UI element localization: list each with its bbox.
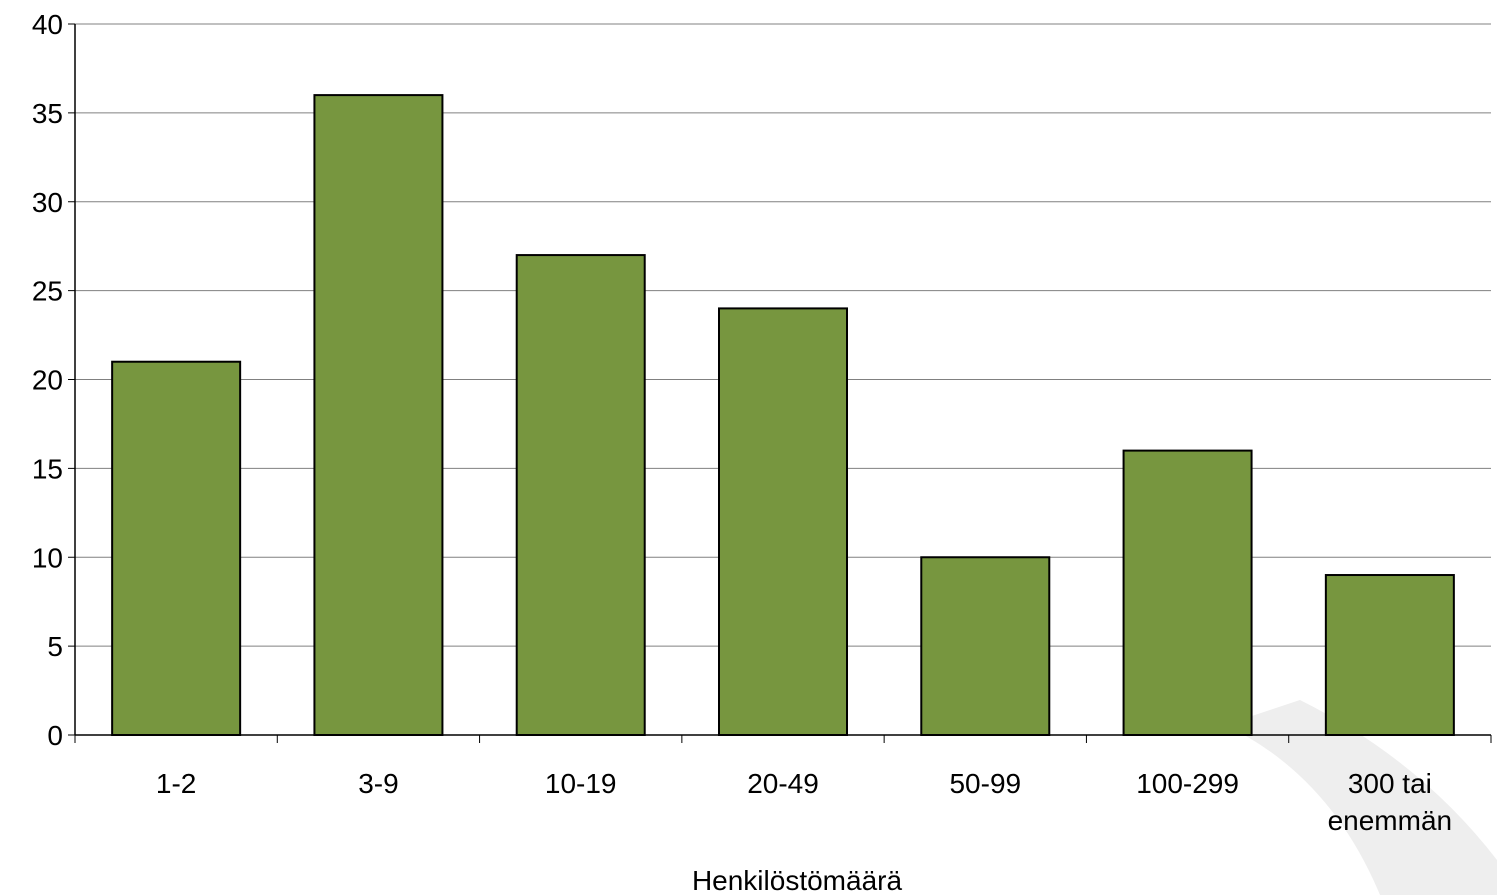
bar-300-tai-enemmän [1324, 574, 1455, 737]
y-tick-label: 25 [32, 276, 63, 307]
x-tick-label: 300 tai enemmän [1328, 768, 1453, 836]
y-tick-label: 20 [32, 365, 63, 396]
x-tick-label: 1-2 [156, 768, 196, 799]
x-tick-label: 10-19 [545, 768, 617, 799]
y-tick-labels: 0 5 10 15 20 25 30 35 40 [32, 9, 63, 751]
y-tick-label: 15 [32, 453, 63, 484]
y-tick-label: 35 [32, 98, 63, 129]
y-tick-label: 5 [47, 631, 63, 662]
y-tick-label: 30 [32, 187, 63, 218]
watermark-arc [1225, 700, 1497, 895]
bars [111, 94, 1455, 737]
bar-50-99 [920, 556, 1051, 736]
axes [68, 23, 1492, 743]
x-axis-title: Henkilöstömäärä [692, 865, 903, 895]
y-tick-label: 40 [32, 9, 63, 40]
x-tick-label: 20-49 [747, 768, 819, 799]
bar-1-2 [111, 360, 242, 736]
bar-100-299 [1122, 449, 1253, 736]
bar-10-19 [515, 254, 646, 736]
y-tick-label: 10 [32, 542, 63, 573]
y-tick-label: 0 [47, 720, 63, 751]
bar-3-9 [313, 94, 444, 737]
x-tick-label: 50-99 [949, 768, 1021, 799]
x-tick-label: 3-9 [358, 768, 398, 799]
bar-20-49 [718, 307, 848, 736]
x-tick-labels: 1-2 3-9 10-19 20-49 50-99 100-299 300 tai enemm… [156, 768, 1452, 836]
x-tick-label: 100-299 [1136, 768, 1239, 799]
